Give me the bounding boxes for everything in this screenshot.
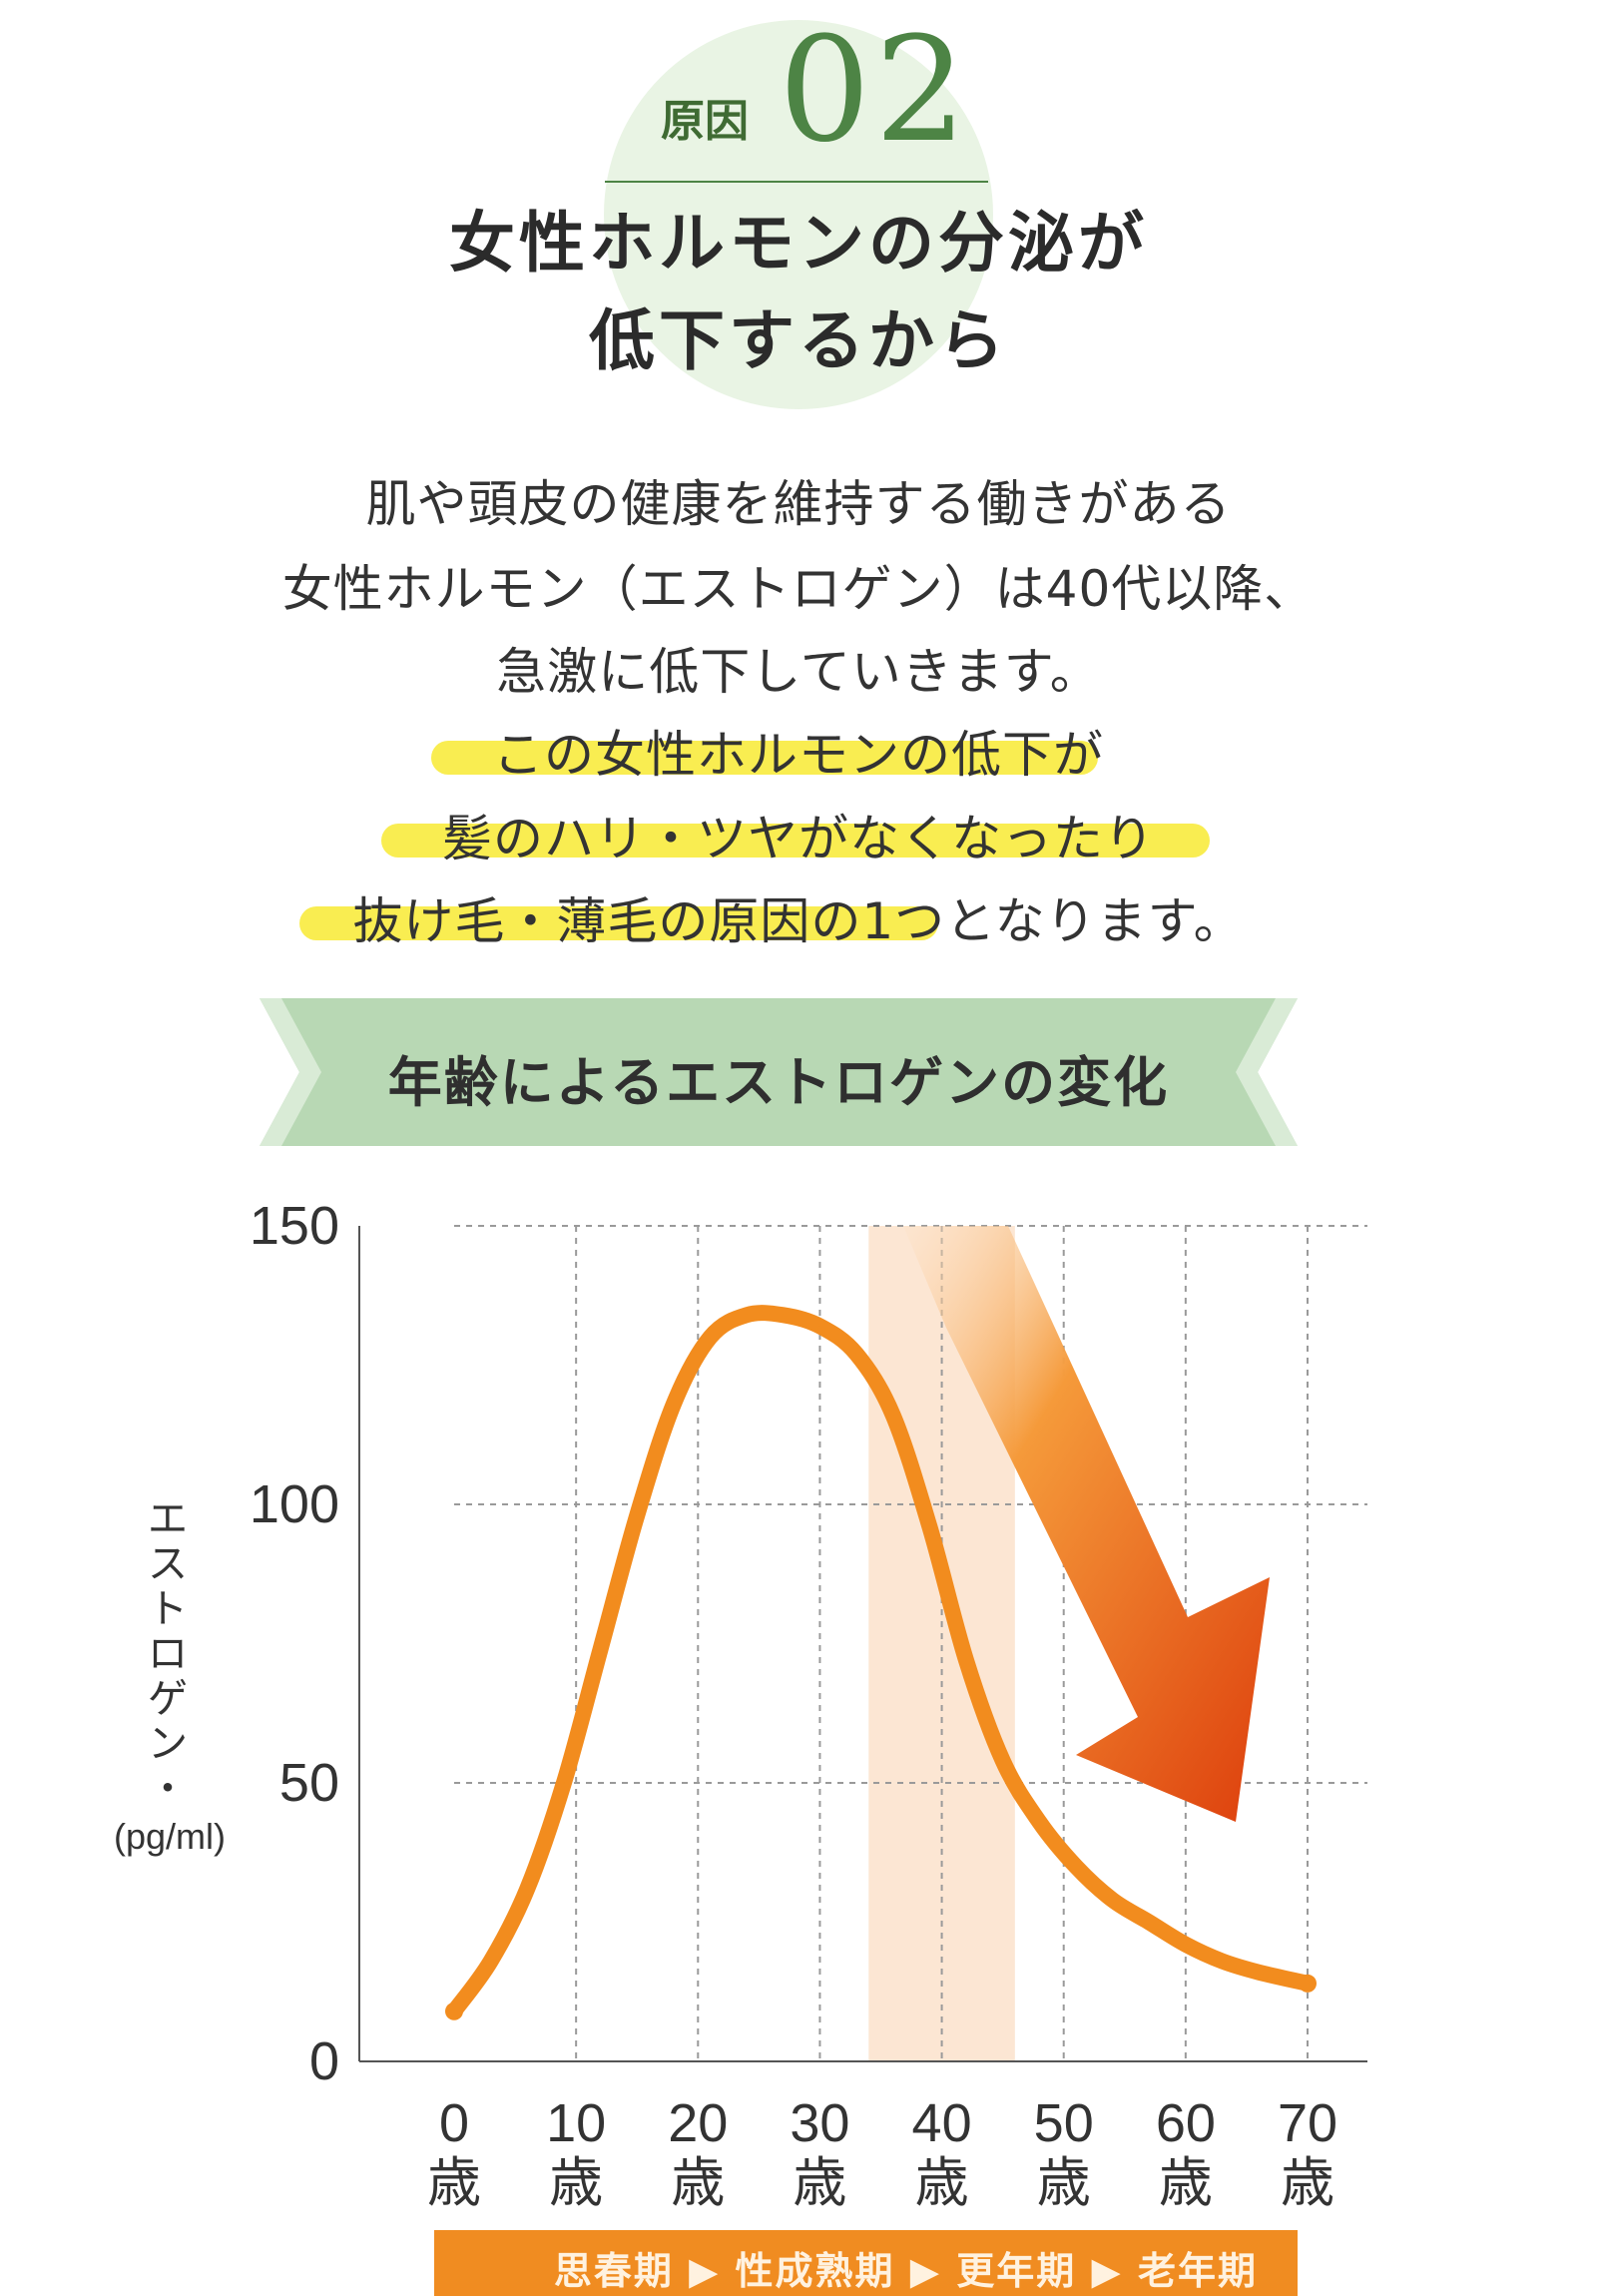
life-phase-labels: 思春期 ▶ 性成熟期 ▶ 更年期 ▶ 老年期 xyxy=(434,2240,1298,2295)
phase-reproductive: 性成熟期 xyxy=(735,2249,895,2293)
y-axis-label-char-6: ・ xyxy=(148,1766,188,1812)
body-text-line-3: 急激に低下していきます。 xyxy=(496,643,1101,701)
x-tick-unit-40: 歳 xyxy=(915,2151,969,2214)
highlight-marker-2 xyxy=(381,824,1210,858)
chart-title: 年齢によるエストロゲンの変化 xyxy=(387,1051,1170,1114)
data-point-21 xyxy=(709,1336,712,1339)
x-tick-unit-20: 歳 xyxy=(671,2151,725,2214)
data-point-18 xyxy=(672,1403,675,1406)
data-point-60 xyxy=(1184,1943,1187,1946)
x-tick-unit-30: 歳 xyxy=(793,2151,846,2214)
y-axis-label-char-3: ロ xyxy=(148,1631,188,1677)
data-point-33 xyxy=(855,1353,858,1356)
y-axis-label-char-5: ン xyxy=(148,1721,188,1767)
phase-menopause: 更年期 xyxy=(956,2249,1077,2293)
data-point-6 xyxy=(526,1888,529,1891)
decline-arrow xyxy=(903,1226,1270,1822)
body-text-line-5: 髪のハリ・ツヤがなくなったり xyxy=(442,810,1155,867)
data-point-70 xyxy=(1299,1974,1317,1993)
data-point-27 xyxy=(782,1314,785,1317)
phase-puberty: 思春期 xyxy=(553,2249,674,2293)
y-tick-label-150: 150 xyxy=(250,1196,339,1256)
reason-header: 原因 02 女性ホルモンの分泌が 低下するから xyxy=(0,0,1597,419)
reason-number: 02 xyxy=(779,6,971,175)
life-phase-bar xyxy=(434,2230,1298,2296)
y-axis-label-char-1: ス xyxy=(148,1541,188,1587)
x-tick-unit-50: 歳 xyxy=(1037,2151,1091,2214)
body-text-line-1: 肌や頭皮の健康を維持する働きがある xyxy=(365,475,1232,533)
x-tick-label-10: 10 xyxy=(546,2093,606,2153)
data-point-39 xyxy=(928,1525,931,1528)
body-text-line-6: 抜け毛・薄毛の原因の1つとなります。 xyxy=(352,892,1245,950)
x-tick-label-70: 70 xyxy=(1278,2093,1337,2153)
x-tick-label-0: 0 xyxy=(439,2093,469,2153)
header-divider xyxy=(605,181,988,183)
y-axis-label-char-4: ゲ xyxy=(148,1676,188,1722)
x-tick-unit-10: 歳 xyxy=(549,2151,603,2214)
data-point-51 xyxy=(1074,1865,1077,1868)
x-tick-label-50: 50 xyxy=(1034,2093,1094,2153)
data-point-42 xyxy=(965,1659,967,1662)
x-tick-unit-0: 歳 xyxy=(427,2151,481,2214)
headline-line-2: 低下するから xyxy=(589,301,1008,379)
data-point-24 xyxy=(746,1314,749,1317)
estrogen-chart: 0501001500歳10歳20歳30歳40歳50歳60歳70歳エストロゲン・(… xyxy=(114,1196,1367,2214)
estrogen-curve xyxy=(446,1305,1316,2019)
phase-senescence: 老年期 xyxy=(1137,2249,1258,2293)
chart-title-banner xyxy=(260,998,1298,1146)
y-axis-label-unit: (pg/ml) xyxy=(114,1816,226,1857)
data-point-45 xyxy=(1001,1759,1004,1762)
reason-label: 原因 xyxy=(661,96,749,147)
data-point-66 xyxy=(1258,1971,1261,1974)
body-text-line-4: この女性ホルモンの低下が xyxy=(493,726,1104,784)
data-point-36 xyxy=(891,1414,894,1417)
phase-separator-2: ▶ xyxy=(909,2249,942,2293)
y-tick-label-100: 100 xyxy=(250,1474,339,1534)
data-point-48 xyxy=(1038,1821,1041,1824)
x-tick-label-60: 60 xyxy=(1156,2093,1216,2153)
x-tick-label-30: 30 xyxy=(790,2093,849,2153)
data-point-3 xyxy=(489,1960,492,1963)
phase-separator-3: ▶ xyxy=(1091,2249,1123,2293)
x-tick-label-20: 20 xyxy=(668,2093,728,2153)
phase-separator-1: ▶ xyxy=(689,2249,721,2293)
y-tick-label-50: 50 xyxy=(279,1753,339,1813)
data-point-12 xyxy=(599,1648,602,1651)
data-point-54 xyxy=(1111,1899,1114,1902)
x-tick-unit-60: 歳 xyxy=(1159,2151,1213,2214)
highlight-marker-3 xyxy=(299,906,938,940)
x-tick-label-40: 40 xyxy=(912,2093,972,2153)
x-tick-unit-70: 歳 xyxy=(1281,2151,1334,2214)
data-point-57 xyxy=(1148,1921,1151,1924)
data-point-9 xyxy=(562,1782,565,1784)
highlight-marker-1 xyxy=(431,741,1098,775)
data-point-15 xyxy=(636,1514,639,1517)
data-point-0 xyxy=(445,2002,463,2020)
y-axis-label-char-0: エ xyxy=(148,1496,188,1542)
y-tick-label-0: 0 xyxy=(309,2031,339,2091)
data-point-63 xyxy=(1221,1960,1224,1963)
data-point-30 xyxy=(818,1325,821,1328)
header-circle-decoration xyxy=(604,20,993,409)
headline-line-1: 女性ホルモンの分泌が xyxy=(449,204,1148,282)
y-axis-label-char-2: ト xyxy=(148,1586,188,1632)
body-text-line-2: 女性ホルモン（エストロゲン）は40代以降、 xyxy=(281,560,1316,618)
